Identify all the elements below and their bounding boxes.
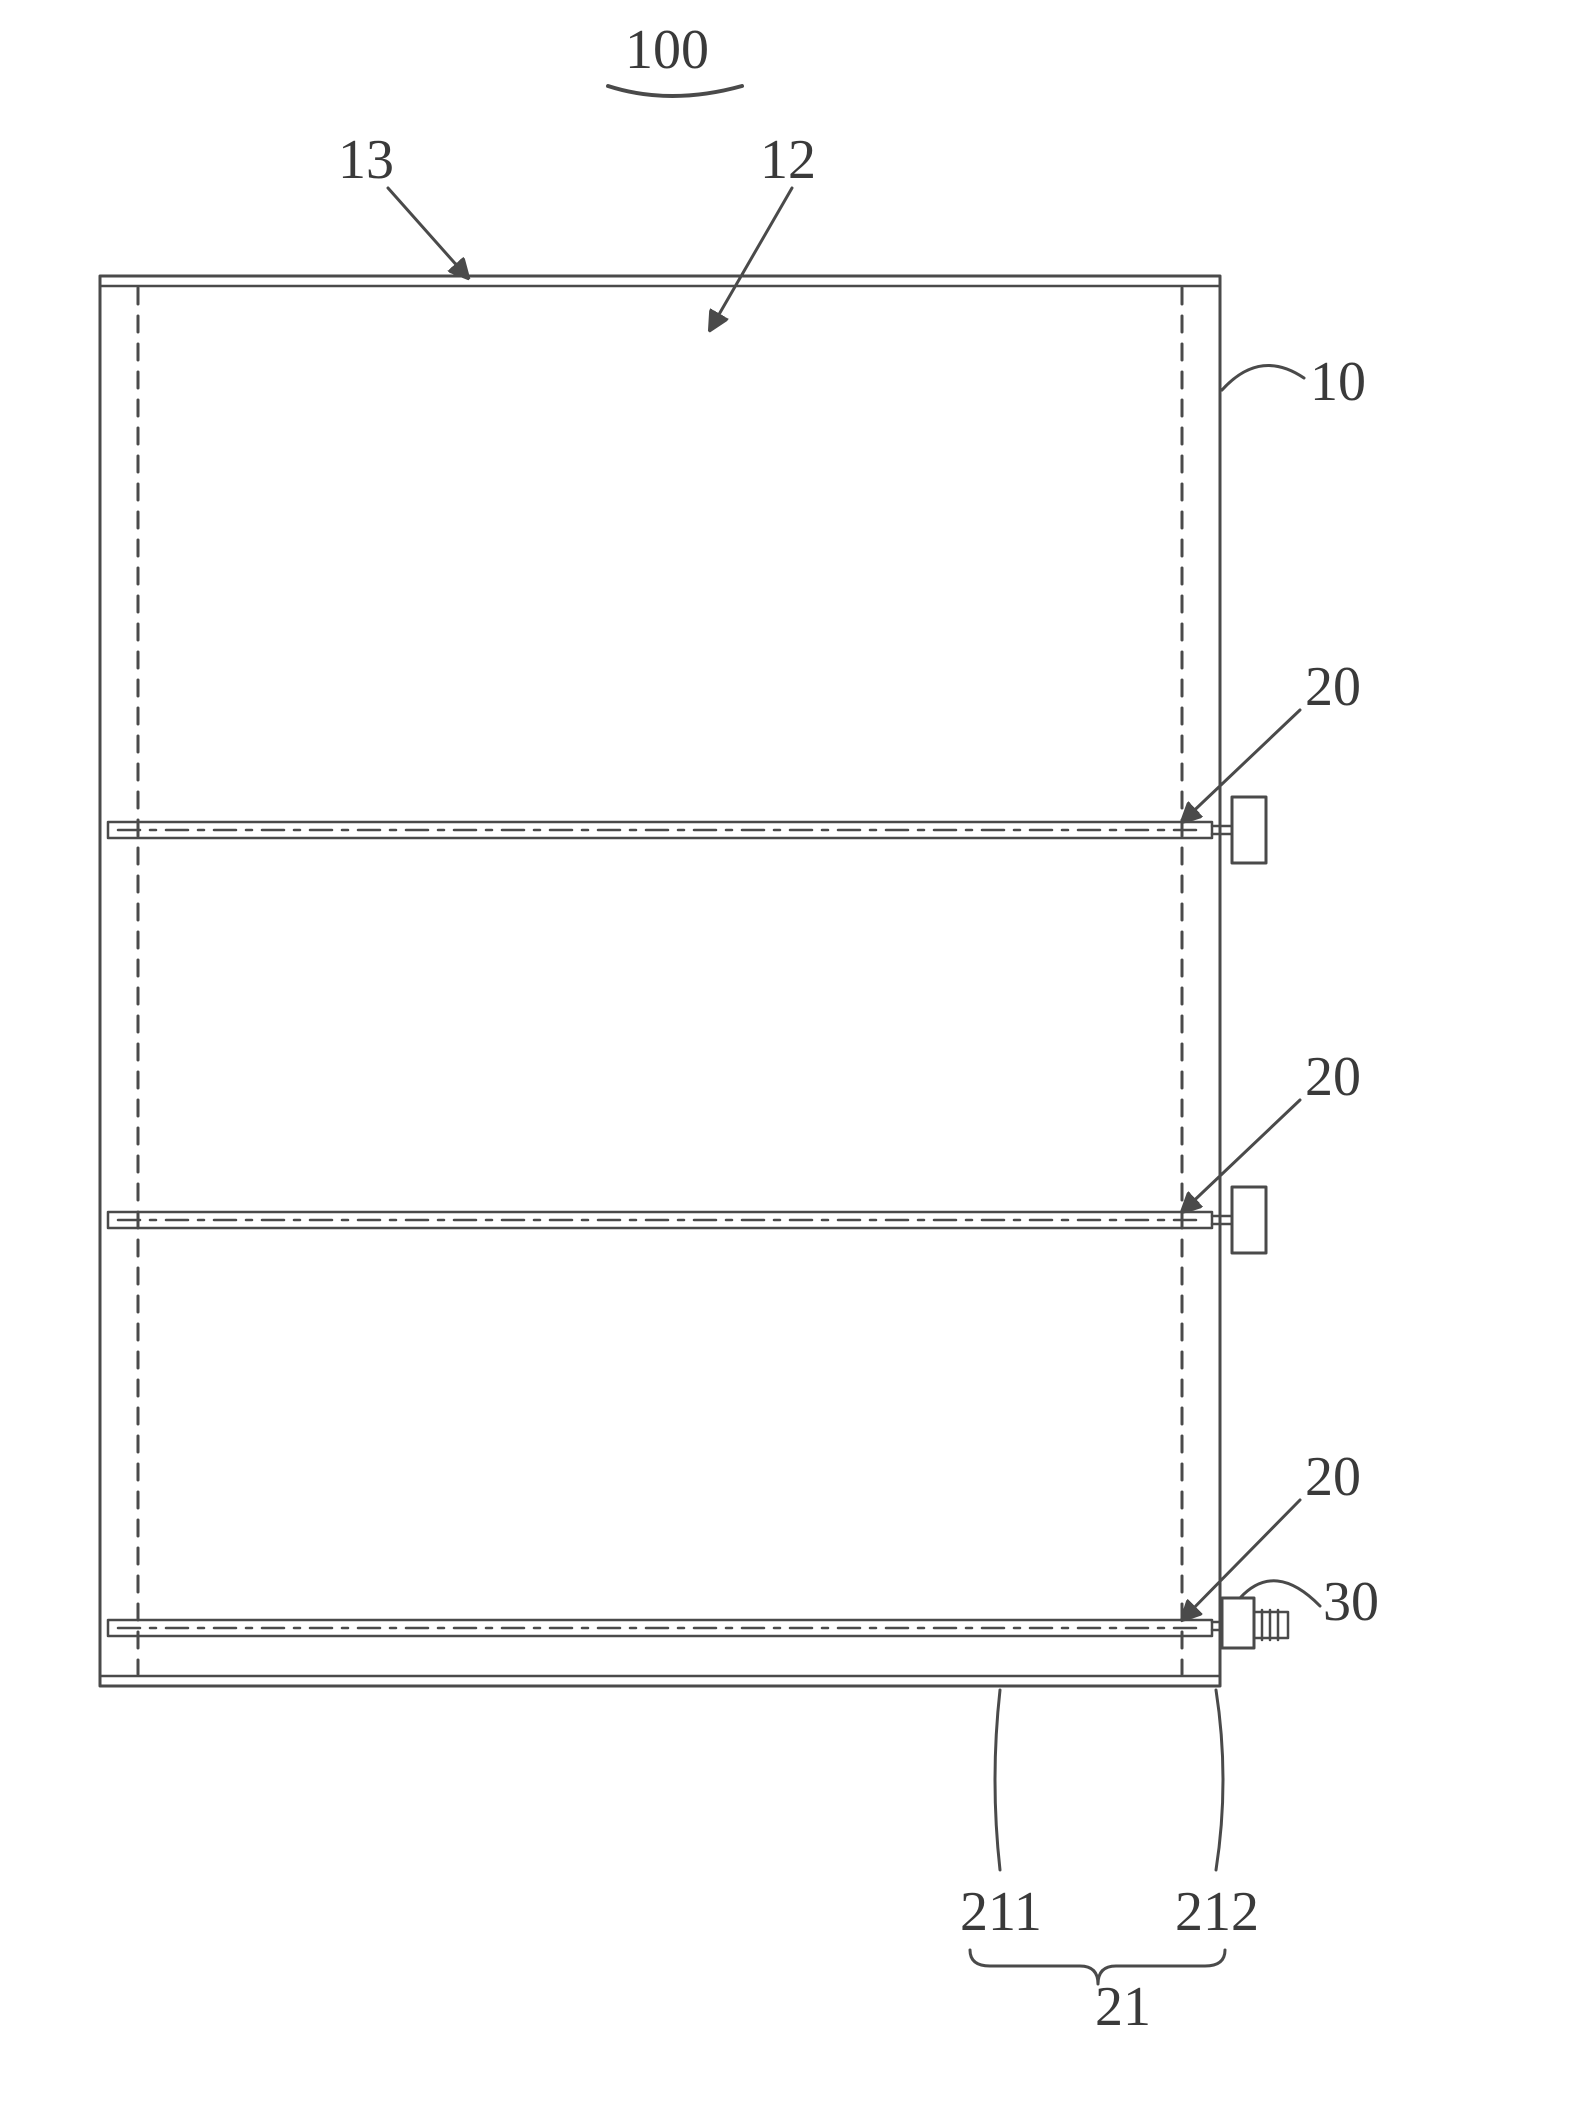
shelf-3 bbox=[108, 1598, 1288, 1648]
leader-12 bbox=[710, 188, 792, 330]
leader-13 bbox=[388, 188, 468, 278]
leader-212 bbox=[1216, 1690, 1223, 1870]
shelf-1 bbox=[108, 797, 1266, 863]
component-30-body bbox=[1222, 1598, 1254, 1648]
leader-20a bbox=[1182, 710, 1300, 822]
leader-20c bbox=[1182, 1500, 1300, 1620]
leader-10-arc bbox=[1222, 366, 1304, 391]
assembly-arc bbox=[608, 86, 742, 96]
leader-211 bbox=[995, 1690, 1000, 1870]
leader-30-arc bbox=[1240, 1581, 1320, 1606]
shelf-2 bbox=[108, 1187, 1266, 1253]
figure-svg bbox=[0, 0, 1570, 2121]
leader-20b bbox=[1182, 1100, 1300, 1212]
main-outer-rect bbox=[100, 276, 1220, 1686]
component-30-tip bbox=[1254, 1610, 1288, 1640]
brace-21 bbox=[970, 1950, 1225, 1984]
figure-stage: 100 13 12 10 20 20 20 30 211 212 21 bbox=[0, 0, 1570, 2121]
